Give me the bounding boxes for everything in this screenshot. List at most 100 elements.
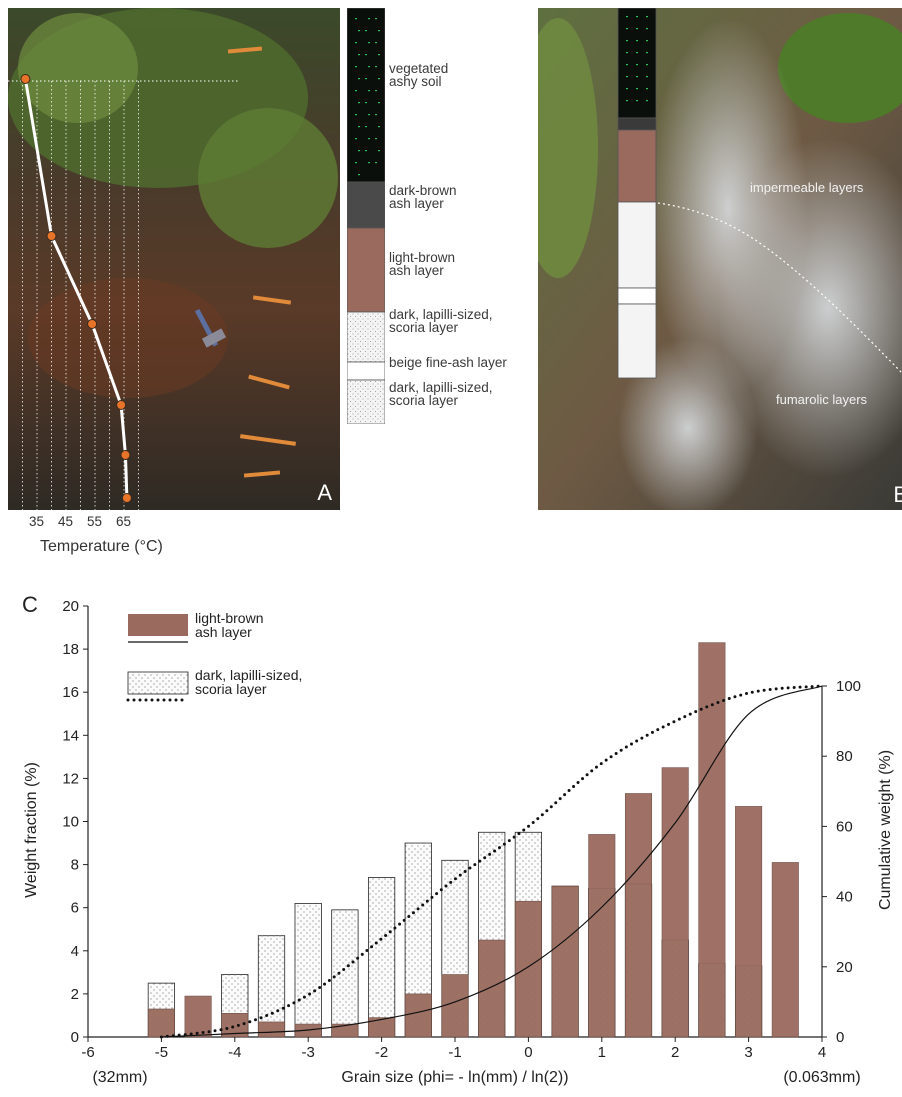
- soil-speck: [355, 114, 357, 116]
- strat-layer: [346, 227, 386, 313]
- cumulative-line-light-brown: [161, 685, 823, 1038]
- temperature-profile: [20, 74, 132, 503]
- layer-boundary-line: [657, 202, 902, 374]
- bar-scoria-stipple: [294, 903, 322, 1037]
- soil-speck: [636, 40, 638, 42]
- soil-speck: [375, 18, 377, 20]
- soil-speck: [365, 54, 367, 56]
- soil-speck: [378, 102, 380, 104]
- soil-speck: [358, 126, 360, 128]
- x-tick-label: -6: [81, 1044, 94, 1061]
- soil-speck: [368, 138, 370, 140]
- soil-speck: [365, 78, 367, 80]
- soil-speck: [378, 30, 380, 32]
- soil-speck: [355, 42, 357, 44]
- soil-speck: [375, 162, 377, 164]
- soil-speck: [365, 102, 367, 104]
- legend-label-scoria: scoria layer: [195, 681, 267, 697]
- y-right-tick-label: 60: [836, 818, 853, 835]
- legend-swatch-scoria-stipple: [128, 672, 188, 694]
- field-photo-a: A: [8, 8, 340, 510]
- soil-speck: [626, 52, 628, 54]
- x-tick-label: -2: [375, 1044, 388, 1061]
- fumarolic-layers-label: fumarolic layers: [776, 392, 868, 407]
- soil-speck: [368, 114, 370, 116]
- y-tick-label: 10: [62, 814, 79, 831]
- bar-light-brown: [368, 1017, 396, 1038]
- y-tick-label: 6: [71, 900, 79, 917]
- soil-speck: [636, 64, 638, 66]
- temperature-point: [116, 400, 127, 410]
- soil-speck: [378, 78, 380, 80]
- soil-speck: [365, 126, 367, 128]
- soil-speck: [626, 28, 628, 30]
- temperature-point: [87, 319, 98, 329]
- stratigraphic-column-a: [346, 7, 386, 425]
- field-photo-b-svg: [538, 8, 902, 510]
- temperature-line: [23, 78, 129, 499]
- soil-speck: [358, 78, 360, 80]
- bar-light-brown: [735, 806, 763, 1038]
- bar-light-brown: [478, 939, 506, 1038]
- grain-size-chart-svg: -6 -5 -4 -3 -2 -1 0 1 2 3 402468101214161820020406…: [22, 592, 894, 1086]
- y-tick-label: 2: [71, 986, 79, 1003]
- soil-speck: [358, 174, 360, 176]
- x-tick-label: 1: [598, 1044, 606, 1061]
- soil-speck: [646, 100, 648, 102]
- soil-speck: [365, 150, 367, 152]
- strat-label: vegetated ashy soil: [389, 61, 449, 89]
- soil-speck: [636, 52, 638, 54]
- soil-speck: [636, 28, 638, 30]
- soil-speck: [375, 114, 377, 116]
- strat-layer: [346, 7, 386, 183]
- soil-speck: [378, 54, 380, 56]
- bar-light-brown: [588, 834, 616, 1038]
- cumulative-line-scoria: [159, 684, 824, 1039]
- soil-speck: [626, 100, 628, 102]
- soil-speck: [368, 90, 370, 92]
- soil-speck: [355, 18, 357, 20]
- stratigraphic-column-a-svg: [346, 7, 386, 425]
- bar-light-brown: [661, 767, 689, 1038]
- strat-layer: [346, 361, 386, 381]
- strat-layer-b: [617, 129, 657, 203]
- strat-layer: [346, 181, 386, 229]
- bar-light-brown: [257, 1021, 286, 1038]
- y-tick-label: 18: [62, 641, 79, 658]
- y-right-tick-label: 0: [836, 1029, 844, 1046]
- strat-label: dark-brown ash layer: [389, 183, 457, 211]
- x-tick-label: 4: [818, 1044, 826, 1061]
- y-tick-label: 8: [71, 857, 79, 874]
- soil-speck: [646, 76, 648, 78]
- x-tick-label: 2: [671, 1044, 679, 1061]
- strat-layer-b: [617, 201, 657, 289]
- legend-swatch-light-brown: [128, 614, 188, 636]
- field-photo-a-svg: [8, 8, 340, 510]
- legend-label-light-brown: light-brown: [195, 610, 263, 626]
- soil-speck: [375, 138, 377, 140]
- temperature-axis-label: Temperature (°C): [40, 538, 163, 555]
- soil-speck: [365, 30, 367, 32]
- strat-label: light-brown ash layer: [389, 250, 456, 278]
- panel-letter-b: B: [893, 482, 902, 507]
- panel-letter-a: A: [317, 480, 332, 505]
- soil-speck: [355, 66, 357, 68]
- x-tick-label: 0: [524, 1044, 532, 1061]
- bar-scoria-stipple: [331, 909, 359, 1037]
- soil-speck: [355, 162, 357, 164]
- soil-speck: [368, 18, 370, 20]
- soil-speck: [636, 16, 638, 18]
- soil-speck: [646, 52, 648, 54]
- soil-speck: [646, 16, 648, 18]
- soil-speck: [646, 64, 648, 66]
- soil-speck: [358, 30, 360, 32]
- bar-light-brown: [147, 1008, 175, 1038]
- field-photo-b: impermeable layers fumarolic layers B: [538, 8, 902, 510]
- bar-light-brown: [184, 995, 212, 1038]
- y-right-tick-label: 40: [836, 889, 853, 906]
- hammer-icon: [194, 308, 227, 348]
- bar-light-brown: [698, 642, 726, 1038]
- soil-speck: [355, 138, 357, 140]
- temperature-tick: 35: [29, 514, 45, 529]
- soil-speck: [358, 102, 360, 104]
